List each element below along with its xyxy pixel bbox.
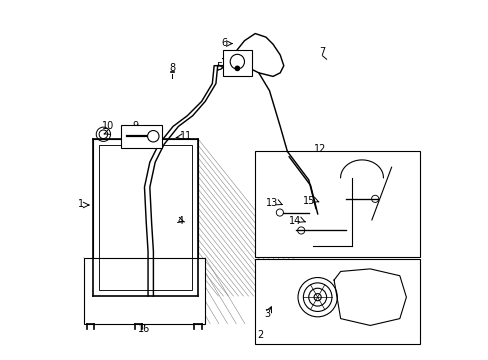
- Text: 10: 10: [102, 121, 114, 131]
- Bar: [255, 152, 419, 257]
- Text: 6: 6: [221, 38, 227, 48]
- Text: 9: 9: [132, 121, 138, 131]
- Circle shape: [234, 66, 240, 71]
- Text: 8: 8: [169, 63, 175, 73]
- Text: 5: 5: [216, 63, 222, 72]
- Text: 13: 13: [265, 198, 278, 208]
- Text: 1: 1: [78, 199, 84, 209]
- Text: 15: 15: [302, 196, 315, 206]
- Text: 11: 11: [179, 131, 191, 141]
- Bar: [99, 145, 191, 290]
- Bar: [83, 257, 205, 324]
- Text: 7: 7: [319, 47, 325, 57]
- Text: 4: 4: [177, 216, 183, 226]
- Bar: [93, 139, 198, 296]
- Bar: [223, 50, 251, 76]
- Text: 16: 16: [138, 324, 150, 334]
- Text: 3: 3: [264, 309, 269, 319]
- Text: 12: 12: [313, 144, 326, 154]
- Text: 14: 14: [289, 216, 301, 226]
- Text: 2: 2: [257, 330, 263, 341]
- Bar: [255, 258, 419, 344]
- Bar: [121, 125, 162, 148]
